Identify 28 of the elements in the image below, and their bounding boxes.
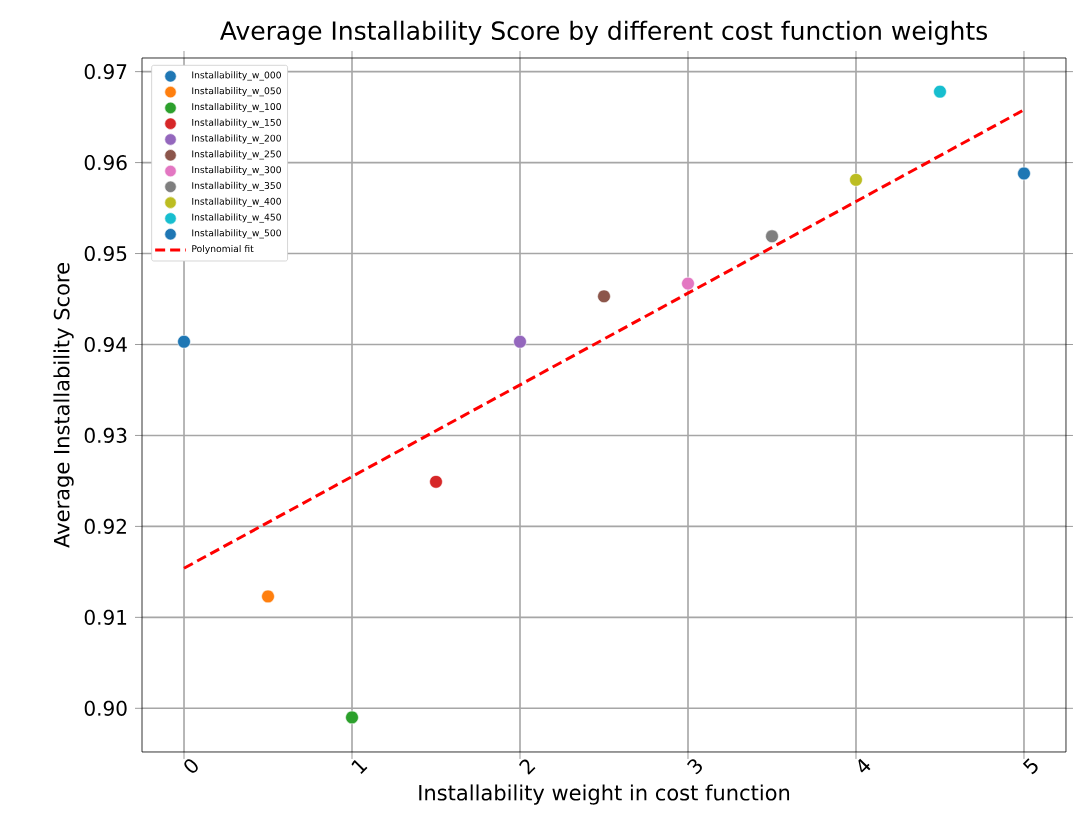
point bbox=[681, 276, 695, 291]
y-tick-label: 0.95 bbox=[84, 245, 127, 262]
point bbox=[597, 289, 611, 303]
point bbox=[345, 710, 359, 725]
y-tick-label: 0.91 bbox=[84, 609, 127, 625]
y-tick-label: 0.93 bbox=[84, 427, 127, 444]
point bbox=[765, 229, 779, 243]
y-tick-label: 0.94 bbox=[84, 336, 127, 353]
point bbox=[513, 335, 527, 349]
point bbox=[1017, 166, 1031, 181]
point bbox=[933, 84, 947, 99]
point bbox=[261, 589, 275, 604]
y-tick-label: 0.97 bbox=[84, 64, 127, 80]
x-tick-label: 5 bbox=[1022, 758, 1038, 775]
y-axis-title: Average Installability Score bbox=[53, 263, 74, 548]
x-tick-label: 0 bbox=[184, 759, 198, 773]
x-tick-label: 2 bbox=[519, 759, 536, 775]
chart-title: Average Installability Score by different cost function weights bbox=[220, 20, 987, 45]
y-tick-label: 0.92 bbox=[84, 518, 126, 534]
y-tick-label: 0.90 bbox=[84, 700, 127, 716]
point bbox=[177, 335, 191, 349]
x-tick-label: 1 bbox=[351, 759, 368, 774]
x-tick-label: 3 bbox=[687, 759, 702, 775]
point bbox=[429, 475, 443, 489]
y-tick-label: 0.96 bbox=[84, 155, 127, 171]
x-tick-label: 4 bbox=[858, 758, 871, 773]
point bbox=[849, 173, 863, 187]
x-axis-title: Installability weight in cost function bbox=[419, 784, 790, 805]
